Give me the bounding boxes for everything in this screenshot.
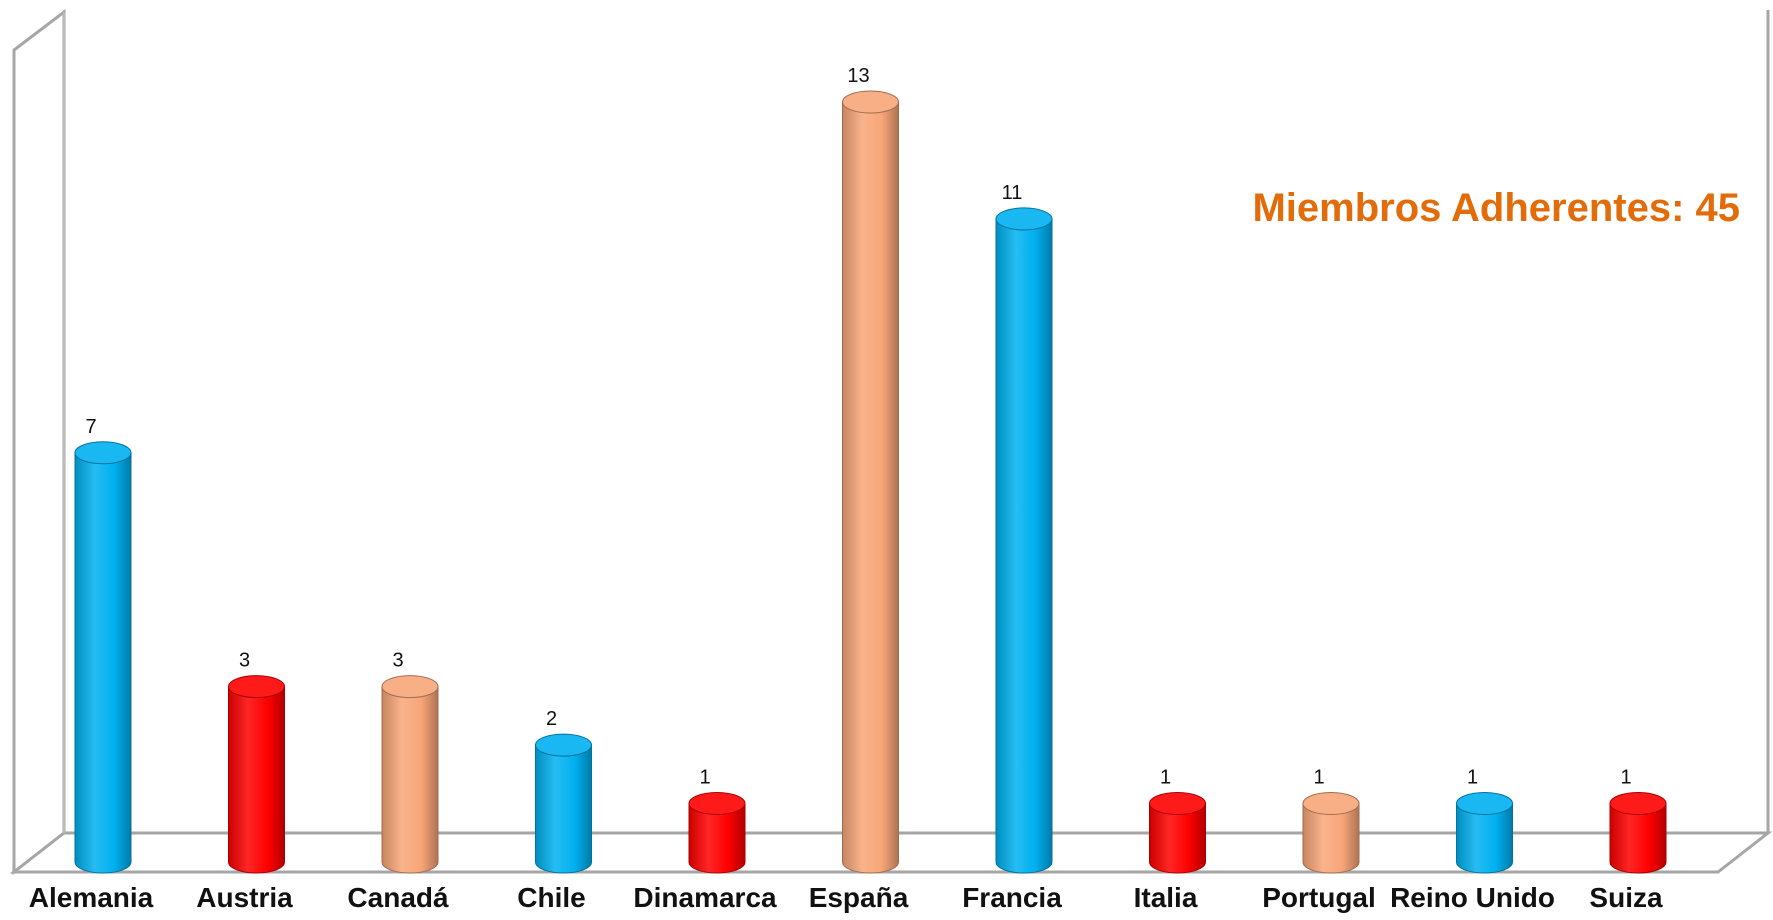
value-label: 3 xyxy=(239,650,250,672)
bar-top xyxy=(74,441,132,465)
value-label: 2 xyxy=(546,708,557,730)
bar-top xyxy=(1456,792,1513,816)
bar-portugal xyxy=(1302,792,1360,874)
category-label: Portugal xyxy=(1262,882,1376,913)
category-label: Chile xyxy=(517,882,585,913)
bar-body xyxy=(228,686,285,874)
category-labels: Alemania Austria Canadá Chile Dinamarca Españ… xyxy=(29,882,1663,913)
bar-italia xyxy=(1149,792,1206,874)
bar-body xyxy=(688,803,746,874)
category-label: Alemania xyxy=(29,882,154,913)
bar-top xyxy=(228,675,285,699)
bar-top xyxy=(688,792,746,816)
category-label: Reino Unido xyxy=(1390,882,1555,913)
bar-canadá xyxy=(381,675,439,874)
bar-españa xyxy=(842,90,899,874)
bar-suiza xyxy=(1609,792,1667,874)
value-label: 7 xyxy=(85,416,96,438)
left-wall xyxy=(12,8,66,876)
bar-body xyxy=(74,452,132,874)
bar-top xyxy=(381,675,439,699)
bar-alemania xyxy=(74,441,132,874)
bar-body xyxy=(535,744,592,874)
category-label: Suiza xyxy=(1589,882,1663,913)
members-total-annotation: Miembros Adherentes: 45 xyxy=(1252,186,1740,230)
bar-body xyxy=(995,218,1053,874)
value-label: 1 xyxy=(699,767,710,789)
bar-francia xyxy=(995,207,1053,874)
bar-body xyxy=(842,101,899,874)
category-label: Canadá xyxy=(347,882,449,913)
bar-top xyxy=(535,733,592,757)
bar-body xyxy=(381,686,439,874)
bar-top xyxy=(1302,792,1360,816)
value-label: 3 xyxy=(392,650,403,672)
value-label: 1 xyxy=(1313,767,1324,789)
value-label: 1 xyxy=(1467,767,1478,789)
value-label: 1 xyxy=(1160,767,1171,789)
bar-body xyxy=(1609,803,1667,874)
category-label: Dinamarca xyxy=(633,882,777,913)
bar-dinamarca xyxy=(688,792,746,874)
bar-austria xyxy=(228,675,285,874)
value-label: 11 xyxy=(1002,182,1023,204)
bar-reino-unido xyxy=(1456,792,1513,874)
category-label: Austria xyxy=(196,882,293,913)
bar-body xyxy=(1456,803,1513,874)
category-label: España xyxy=(809,882,909,913)
bar-body xyxy=(1302,803,1360,874)
value-label: 1 xyxy=(1620,767,1631,789)
bar-top xyxy=(1609,792,1667,816)
value-label: 13 xyxy=(847,65,869,87)
bar-top xyxy=(995,207,1053,231)
category-label: Francia xyxy=(962,882,1062,913)
bar-body xyxy=(1149,803,1206,874)
bar-top xyxy=(842,90,899,114)
bar-chile xyxy=(535,733,592,874)
category-label: Italia xyxy=(1134,882,1198,913)
bars xyxy=(74,90,1667,874)
bar-top xyxy=(1149,792,1206,816)
